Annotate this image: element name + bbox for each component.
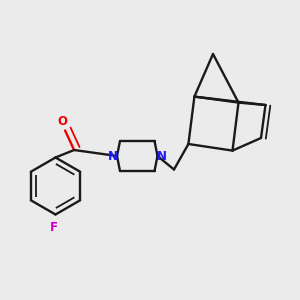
Text: O: O — [57, 115, 67, 128]
Text: N: N — [108, 149, 118, 163]
Text: F: F — [50, 220, 58, 234]
Text: N: N — [156, 149, 167, 163]
